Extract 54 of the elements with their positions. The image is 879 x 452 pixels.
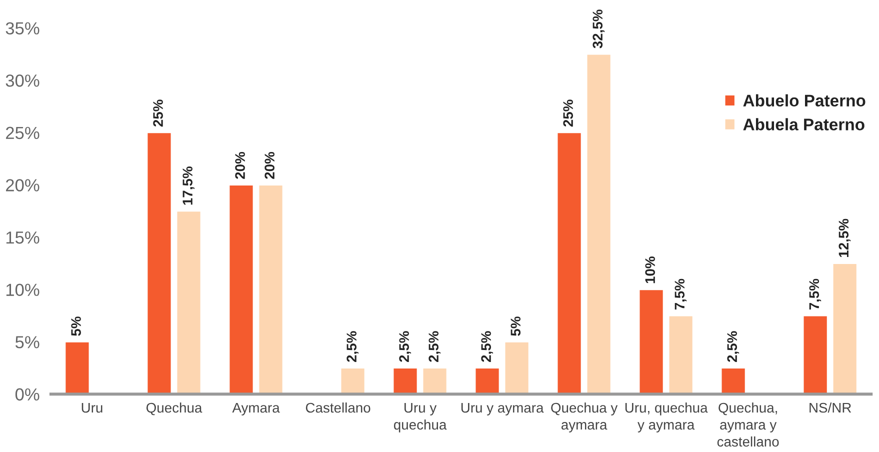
data-label: 2,5% [346, 331, 359, 362]
x-tick-label: Uru, quechua y aymara [625, 402, 708, 432]
legend-label: Abuela Paterno [743, 118, 864, 130]
bar [258, 184, 284, 394]
bar [802, 315, 828, 394]
data-label: 12,5% [838, 218, 851, 257]
data-label: 2,5% [428, 331, 441, 362]
data-label: 20% [235, 152, 245, 179]
x-tick-label: NS/NR [810, 402, 852, 413]
data-label: 2,5% [399, 331, 412, 362]
bar [340, 367, 366, 394]
bar [668, 315, 694, 394]
y-tick-label: 30% [6, 74, 40, 87]
bar [504, 341, 530, 394]
y-tick-label: 15% [6, 231, 40, 244]
x-tick-label: Uru [82, 402, 102, 413]
bar [228, 184, 254, 394]
bar [64, 341, 90, 394]
data-label: 20% [264, 152, 274, 179]
y-tick-label: 0% [15, 388, 40, 401]
y-tick-label: 25% [6, 126, 40, 140]
x-tick-label: Uru y quechua [394, 402, 447, 432]
bar [474, 367, 500, 394]
bar [176, 210, 202, 394]
data-label: 10% [645, 256, 656, 284]
bar [392, 367, 418, 394]
data-label: 32,5% [592, 10, 605, 48]
x-tick-label: Quechua y aymara [551, 402, 618, 432]
bar [422, 367, 448, 394]
data-label: 7,5% [809, 278, 822, 310]
x-tick-label: Quechua [146, 402, 202, 416]
y-tick-label: 20% [6, 179, 40, 192]
data-label: 5% [71, 316, 81, 336]
x-tick-label: Uru y aymara [461, 402, 544, 416]
bar [638, 288, 664, 394]
y-tick-label: 35% [6, 22, 40, 34]
x-tick-label: Quechua, aymara y castellano [717, 402, 779, 447]
data-label: 5% [510, 316, 521, 336]
data-label: 2,5% [481, 331, 494, 362]
y-tick-label: 10% [6, 284, 40, 296]
bar [720, 367, 746, 394]
bar [586, 54, 612, 394]
data-label: 25% [153, 100, 163, 127]
bar [832, 262, 858, 394]
data-label: 2,5% [727, 331, 740, 362]
y-tick-label: 5% [15, 336, 40, 348]
data-label: 17,5% [182, 166, 194, 205]
x-tick-label: Castellano [306, 402, 370, 413]
x-tick-label: Aymara [232, 402, 280, 416]
data-label: 7,5% [674, 278, 687, 310]
bar [146, 132, 172, 394]
bar [556, 132, 582, 394]
legend-label: Abuelo Paterno [743, 94, 866, 107]
data-label: 25% [563, 100, 574, 127]
